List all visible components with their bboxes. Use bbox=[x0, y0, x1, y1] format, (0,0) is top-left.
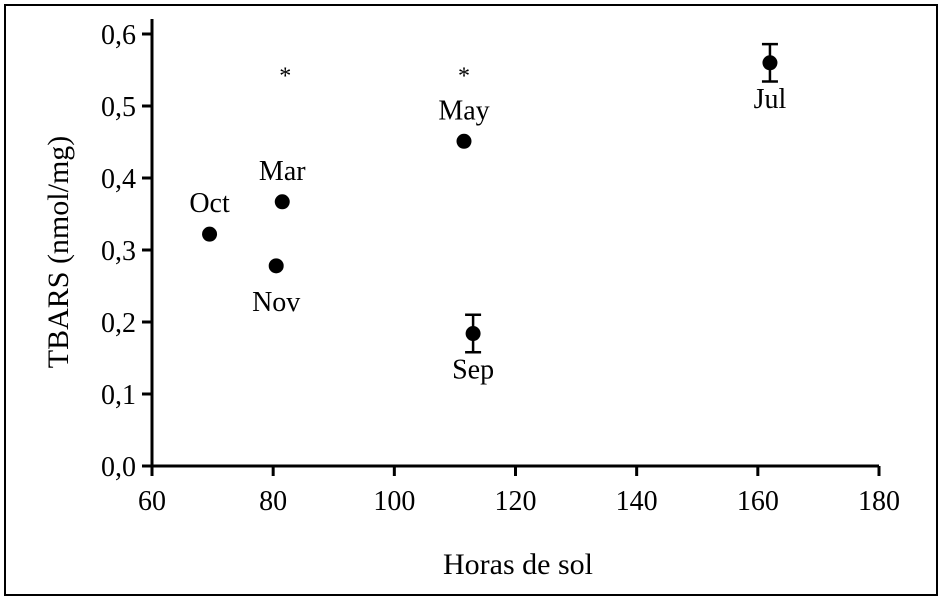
chart-frame bbox=[4, 4, 938, 596]
axes: 60 80 100 120 140 160 180 0,0 0,1 0,2 0,3 0,4 0,5 0,6 bbox=[101, 19, 900, 517]
significance-asterisk: * bbox=[458, 64, 470, 90]
y-tick-label: 0,3 bbox=[101, 236, 136, 267]
data-point bbox=[268, 258, 284, 274]
data-point bbox=[762, 55, 778, 71]
y-tick-label: 0,1 bbox=[101, 380, 136, 411]
data-point bbox=[274, 194, 290, 210]
y-tick-label: 0,4 bbox=[101, 164, 136, 195]
point-label: May bbox=[438, 95, 489, 126]
x-tick-label: 180 bbox=[858, 486, 900, 517]
x-tick-label: 160 bbox=[737, 486, 779, 517]
data-point bbox=[202, 226, 218, 242]
x-tick-label: 100 bbox=[373, 486, 415, 517]
x-tick-label: 80 bbox=[259, 486, 287, 517]
point-label: Jul bbox=[754, 84, 787, 115]
data-point bbox=[456, 133, 472, 149]
y-tick-label: 0,2 bbox=[101, 308, 136, 339]
significance-asterisk: * bbox=[279, 64, 291, 90]
x-tick-label: 140 bbox=[616, 486, 658, 517]
x-tick-label: 120 bbox=[495, 486, 537, 517]
y-tick-label: 0,5 bbox=[101, 92, 136, 123]
x-tick-label: 60 bbox=[138, 486, 166, 517]
y-tick-label: 0,0 bbox=[101, 452, 136, 483]
y-tick-label: 0,6 bbox=[101, 20, 136, 51]
data-point bbox=[465, 326, 481, 342]
data-points: Oct Nov Mar May Sep Jul * * bbox=[189, 42, 787, 386]
point-label: Oct bbox=[189, 188, 230, 219]
point-label: Mar bbox=[259, 156, 306, 187]
y-axis-label: TBARS (nmol/mg) bbox=[42, 136, 75, 369]
x-axis-label: Horas de sol bbox=[443, 548, 593, 581]
point-label: Nov bbox=[252, 287, 300, 318]
point-label: Sep bbox=[452, 355, 494, 386]
